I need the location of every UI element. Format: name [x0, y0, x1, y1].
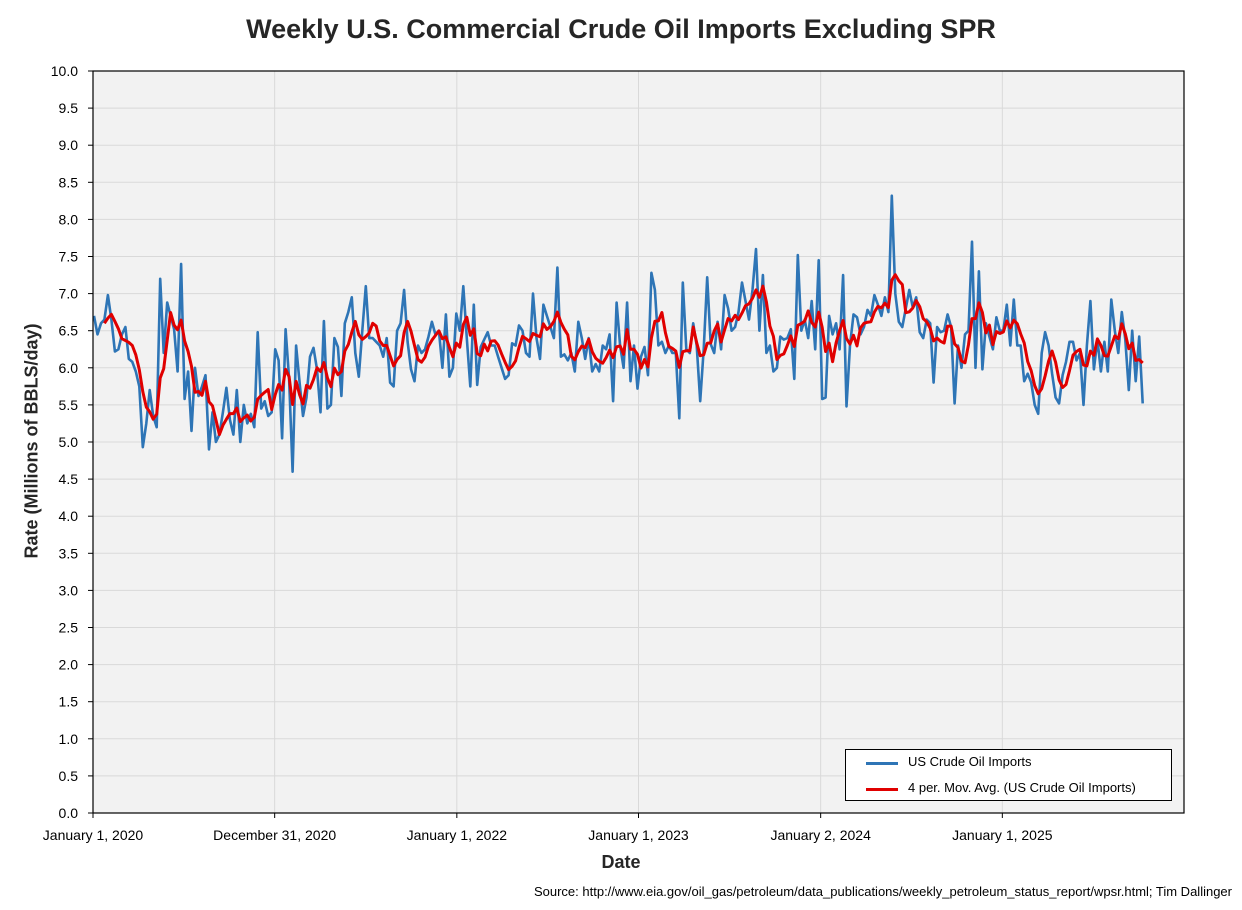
y-tick-label: 0.0 — [59, 805, 79, 821]
y-tick-label: 7.5 — [59, 249, 79, 265]
y-tick-label: 5.5 — [59, 397, 79, 413]
y-tick-label: 7.0 — [59, 286, 79, 302]
chart-title: Weekly U.S. Commercial Crude Oil Imports… — [246, 14, 996, 44]
source-note: Source: http://www.eia.gov/oil_gas/petro… — [533, 884, 1232, 899]
y-axis-title: Rate (Millions of BBLS/day) — [21, 323, 42, 559]
series-layer — [92, 194, 1144, 473]
legend-entry-moving-average: 4 per. Mov. Avg. (US Crude Oil Imports) — [846, 779, 1171, 799]
y-tick-label: 1.0 — [59, 731, 79, 747]
y-tick-label: 9.0 — [59, 137, 79, 153]
x-tick-label: December 31, 2020 — [213, 827, 336, 843]
x-tick-label: January 1, 2022 — [407, 827, 508, 843]
legend-swatch-imports — [866, 762, 898, 765]
x-tick-label: January 1, 2023 — [588, 827, 689, 843]
y-tick-label: 1.5 — [59, 694, 79, 710]
grid-lines — [93, 71, 1184, 813]
y-tick-label: 5.0 — [59, 434, 79, 450]
legend-label-moving-average: 4 per. Mov. Avg. (US Crude Oil Imports) — [908, 780, 1136, 795]
y-tick-label: 3.5 — [59, 545, 79, 561]
x-tick-labels: January 1, 2020 December 31, 2020 January … — [43, 813, 1053, 843]
series-line-moving-average — [103, 273, 1144, 437]
y-tick-label: 4.0 — [59, 508, 79, 524]
x-tick-label: January 1, 2025 — [952, 827, 1053, 843]
y-tick-label: 2.0 — [59, 657, 79, 673]
y-tick-label: 3.0 — [59, 582, 79, 598]
legend: US Crude Oil Imports 4 per. Mov. Avg. (U… — [845, 749, 1172, 801]
y-tick-label: 6.5 — [59, 323, 79, 339]
y-tick-label: 9.5 — [59, 100, 79, 116]
y-tick-label: 8.5 — [59, 174, 79, 190]
legend-label-imports: US Crude Oil Imports — [908, 754, 1032, 769]
x-tick-label: January 1, 2020 — [43, 827, 144, 843]
x-axis-title: Date — [601, 852, 641, 872]
series-line-us-crude-oil-imports — [92, 194, 1144, 473]
legend-swatch-moving-average — [866, 788, 898, 791]
y-tick-label: 2.5 — [59, 620, 79, 636]
y-tick-labels: 0.0 0.5 1.0 1.5 2.0 2.5 3.0 3.5 4.0 4.5 5.0 5.5 6.0 6… — [51, 63, 93, 821]
x-tick-label: January 2, 2024 — [770, 827, 871, 843]
y-tick-label: 10.0 — [51, 63, 78, 79]
legend-entry-imports: US Crude Oil Imports — [846, 753, 1171, 773]
y-tick-label: 4.5 — [59, 471, 79, 487]
plot-border — [92, 70, 1185, 814]
y-tick-label: 6.0 — [59, 360, 79, 376]
y-tick-label: 0.5 — [59, 768, 79, 784]
y-tick-label: 8.0 — [59, 211, 79, 227]
